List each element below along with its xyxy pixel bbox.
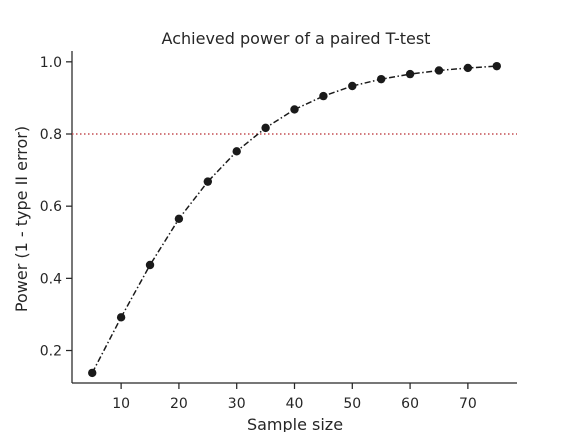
x-tick-label-20: 20 — [170, 396, 188, 412]
y-tick-label-2: 0.6 — [40, 199, 62, 215]
series-group — [88, 61, 501, 378]
axes: 10 20 30 40 50 60 70 0.2 0.4 0.6 0.8 1.0 — [40, 51, 517, 412]
x-tick-label-50: 50 — [343, 396, 361, 412]
data-point-5 — [88, 368, 97, 378]
data-point-70 — [463, 63, 473, 73]
x-tick-label-70: 70 — [459, 396, 477, 412]
data-point-25 — [203, 177, 213, 186]
data-point-75 — [492, 61, 501, 71]
series-line-0 — [91, 65, 497, 374]
x-axis-label: Sample size — [247, 415, 343, 432]
x-tick-label-40: 40 — [286, 396, 304, 412]
data-point-65 — [434, 66, 444, 75]
x-tick-label-60: 60 — [401, 396, 419, 412]
data-point-50 — [348, 81, 357, 91]
y-axis-label: Power (1 - type II error) — [12, 126, 31, 312]
data-point-60 — [405, 69, 415, 79]
y-tick-label-1: 0.4 — [40, 271, 62, 287]
data-point-35 — [261, 123, 270, 133]
y-tick-label-4: 1.0 — [40, 55, 62, 71]
data-point-45 — [319, 91, 328, 101]
x-tick-label-30: 30 — [228, 396, 246, 412]
data-point-15 — [145, 260, 155, 270]
data-point-40 — [290, 105, 299, 114]
data-point-10 — [116, 313, 126, 322]
y-tick-label-3: 0.8 — [40, 127, 62, 143]
chart-title: Achieved power of a paired T-test — [162, 29, 431, 48]
x-tick-label-10: 10 — [112, 396, 130, 412]
data-point-55 — [376, 74, 386, 84]
data-point-30 — [232, 147, 241, 156]
y-tick-label-0: 0.2 — [40, 344, 62, 360]
data-point-20 — [174, 214, 184, 224]
